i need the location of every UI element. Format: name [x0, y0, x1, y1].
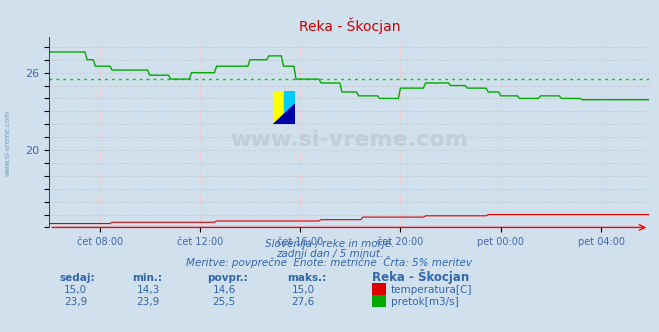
Text: min.:: min.:	[132, 273, 162, 283]
Text: Slovenija / reke in morje.: Slovenija / reke in morje.	[265, 239, 394, 249]
Text: povpr.:: povpr.:	[208, 273, 248, 283]
Text: 14,3: 14,3	[136, 285, 160, 295]
Text: Meritve: povprečne  Enote: metrične  Črta: 5% meritev: Meritve: povprečne Enote: metrične Črta:…	[186, 256, 473, 268]
Text: 15,0: 15,0	[64, 285, 88, 295]
Text: pretok[m3/s]: pretok[m3/s]	[391, 297, 459, 307]
Text: 27,6: 27,6	[291, 297, 315, 307]
Text: temperatura[C]: temperatura[C]	[391, 285, 473, 295]
Polygon shape	[273, 104, 295, 124]
Text: www.si-vreme.com: www.si-vreme.com	[230, 129, 469, 150]
Text: zadnji dan / 5 minut.: zadnji dan / 5 minut.	[276, 249, 383, 259]
Text: 14,6: 14,6	[212, 285, 236, 295]
Text: 15,0: 15,0	[291, 285, 315, 295]
Bar	[273, 91, 284, 124]
Bar	[284, 91, 295, 124]
Text: Reka - Škocjan: Reka - Škocjan	[372, 269, 470, 284]
Text: maks.:: maks.:	[287, 273, 326, 283]
Title: Reka - Škocjan: Reka - Škocjan	[299, 18, 400, 34]
Text: 25,5: 25,5	[212, 297, 236, 307]
Text: 23,9: 23,9	[136, 297, 160, 307]
Text: www.si-vreme.com: www.si-vreme.com	[5, 110, 11, 176]
Text: sedaj:: sedaj:	[59, 273, 95, 283]
Text: 23,9: 23,9	[64, 297, 88, 307]
